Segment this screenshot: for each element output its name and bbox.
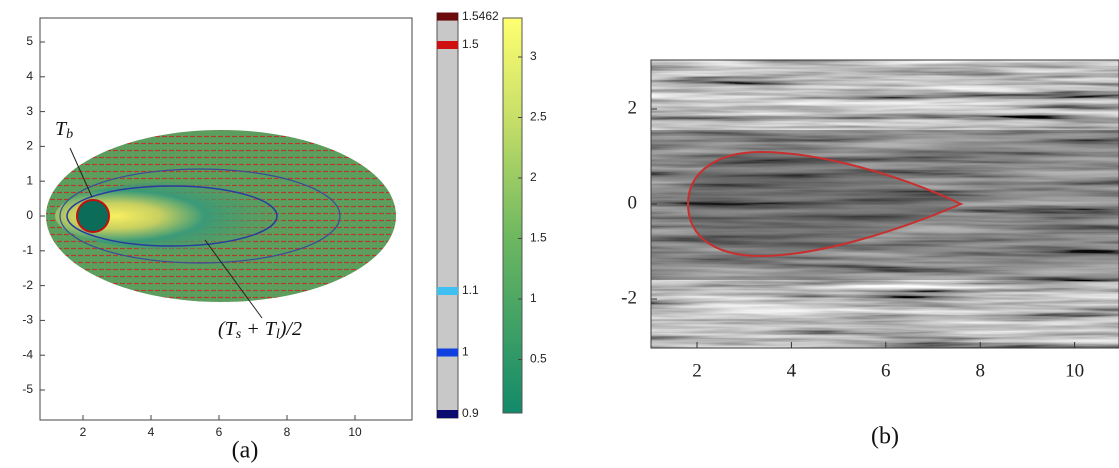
- level-band: [437, 41, 458, 49]
- colorbar-tick-label: 0.5: [530, 352, 547, 366]
- subscript: b: [66, 127, 73, 142]
- math-text: T: [55, 118, 68, 140]
- y-tick-label: 2: [26, 139, 33, 153]
- y-tick-label: -4: [22, 347, 33, 361]
- annotation: Tb: [55, 118, 73, 143]
- annotation: (Ts + Tl)/2: [218, 318, 302, 343]
- y-tick-label: -1: [22, 243, 33, 257]
- y-tick-label: -3: [22, 313, 33, 327]
- y-tick-label: 2: [628, 97, 638, 118]
- panel-a: Tb (Ts + Tl)/2 (a): [39, 17, 413, 464]
- contour: [59, 168, 341, 264]
- x-tick-label: 6: [881, 360, 891, 381]
- subscript: l: [276, 327, 280, 342]
- colorbar-tick-label: 2.5: [530, 110, 547, 124]
- x-tick-label: 4: [148, 425, 155, 439]
- y-tick-label: -2: [621, 287, 637, 308]
- level-band: [437, 348, 458, 357]
- level-band: [437, 410, 458, 418]
- y-tick-label: 0: [26, 208, 33, 222]
- caption: (b): [871, 424, 899, 450]
- y-tick-label: 1: [26, 173, 33, 187]
- math-text: (T: [218, 318, 238, 340]
- colormap-bar: [502, 17, 523, 414]
- colorbar-tick-label: 1: [530, 291, 537, 305]
- x-tick-label: 8: [284, 425, 291, 439]
- math-text: )/2: [279, 318, 302, 340]
- colorbars: [436, 12, 523, 419]
- colorbar-tick-label: 1.5: [530, 231, 547, 245]
- x-tick-label: 10: [348, 425, 362, 439]
- leader-line: [69, 147, 93, 198]
- leader-line: [204, 239, 263, 319]
- y-tick-label: 0: [628, 192, 638, 213]
- y-tick-label: 4: [26, 69, 33, 83]
- contour: [66, 185, 278, 247]
- colorbar-tick-label: 2: [530, 170, 537, 184]
- x-tick-label: 2: [80, 425, 87, 439]
- panel-b: (b): [650, 59, 1119, 450]
- colorbar-tick-label: 1.1: [462, 283, 479, 297]
- x-tick-label: 4: [787, 360, 797, 381]
- colorbar-tick-label: 1.5462: [462, 9, 499, 23]
- x-tick-label: 2: [692, 360, 702, 381]
- photo: [651, 60, 1119, 348]
- x-tick-label: 6: [216, 425, 223, 439]
- y-tick-label: 5: [26, 34, 33, 48]
- y-tick-label: 3: [26, 104, 33, 118]
- level-band: [437, 287, 458, 295]
- y-tick-label: -5: [22, 382, 33, 396]
- levels-bar: [436, 12, 459, 419]
- x-tick-label: 10: [1065, 360, 1084, 381]
- colorbar-tick-label: 1.5: [462, 37, 479, 51]
- colorbar-tick-label: 1: [462, 345, 469, 359]
- level-band: [437, 12, 458, 21]
- subscript: s: [236, 327, 242, 342]
- contour: [686, 150, 964, 258]
- heat-region: [55, 182, 295, 250]
- bubble: [76, 199, 110, 233]
- colorbar-tick-label: 0.9: [462, 406, 479, 420]
- y-tick-label: -2: [22, 278, 33, 292]
- colorbar-tick-label: 3: [530, 49, 537, 63]
- caption: (a): [232, 438, 259, 464]
- x-tick-label: 8: [975, 360, 985, 381]
- math-text: + T: [241, 318, 277, 340]
